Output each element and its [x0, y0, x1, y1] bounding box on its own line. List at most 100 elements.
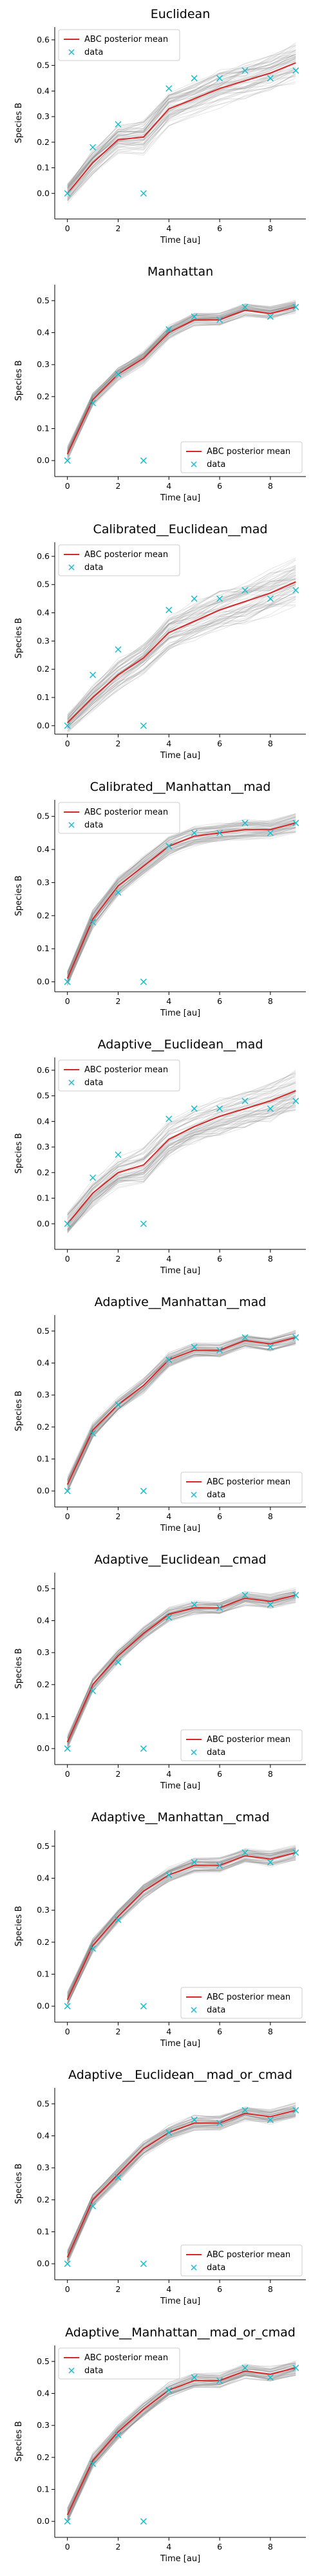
posterior-samples: [68, 558, 296, 734]
posterior-sample-line: [68, 1110, 296, 1232]
x-tick-label: 6: [217, 2284, 222, 2294]
data-point: [140, 1488, 146, 1494]
posterior-sample-line: [68, 1089, 296, 1223]
y-tick-label: 0.2: [37, 664, 50, 674]
y-axis-label: Species B: [14, 875, 24, 916]
x-axis-label: Time [au]: [160, 493, 200, 503]
chart-panel-6: Adaptive__Manhattan__mad0.00.10.20.30.40…: [14, 1295, 306, 1533]
x-tick-label: 0: [65, 2027, 70, 2036]
chart-title: Adaptive__Manhattan__cmad: [91, 1810, 269, 1824]
x-tick-label: 0: [65, 223, 70, 233]
x-axis-label: Time [au]: [160, 1781, 200, 1791]
data-point: [140, 191, 146, 196]
legend-data-label: data: [84, 48, 103, 57]
legend: ABC posterior mean data: [181, 442, 302, 473]
x-tick-label: 8: [268, 1254, 273, 1264]
y-axis-label: Species B: [14, 2421, 24, 2461]
y-tick-label: 0.0: [37, 1218, 50, 1228]
x-tick-label: 8: [268, 2027, 273, 2036]
x-axis-label: Time [au]: [160, 2297, 200, 2306]
x-tick-label: 0: [65, 739, 70, 748]
data-point: [140, 1221, 146, 1227]
posterior-sample-line: [68, 57, 296, 190]
y-tick-label: 0.2: [37, 1680, 50, 1689]
y-tick-label: 0.2: [37, 137, 50, 147]
x-tick-label: 0: [65, 1254, 70, 1264]
posterior-samples: [68, 1587, 296, 1749]
x-tick-label: 4: [166, 481, 171, 491]
x-tick-label: 4: [166, 739, 171, 748]
x-tick-label: 0: [65, 481, 70, 491]
posterior-sample-line: [68, 312, 296, 457]
posterior-sample-line: [68, 84, 296, 200]
data-point: [166, 86, 172, 91]
posterior-sample-line: [68, 817, 296, 974]
x-tick-label: 6: [217, 739, 222, 748]
posterior-sample-line: [68, 311, 296, 457]
posterior-sample-line: [68, 592, 296, 731]
y-tick-label: 0.0: [37, 2001, 50, 2011]
chart-title: Adaptive__Euclidean__mad_or_cmad: [68, 2068, 292, 2082]
data-point: [140, 2261, 146, 2267]
posterior-samples: [68, 300, 296, 461]
legend-data-label: data: [207, 460, 225, 469]
data-point: [191, 596, 197, 601]
posterior-samples: [68, 1070, 296, 1234]
posterior-sample-line: [68, 1087, 296, 1220]
x-tick-label: 4: [166, 223, 171, 233]
y-tick-label: 0.0: [37, 977, 50, 987]
x-tick-label: 6: [217, 1769, 222, 1779]
x-tick-label: 2: [116, 2542, 121, 2552]
y-tick-label: 0.1: [37, 1193, 50, 1203]
y-tick-label: 0.6: [37, 551, 50, 561]
posterior-sample-line: [68, 54, 296, 190]
y-tick-label: 0.3: [37, 2163, 50, 2172]
legend-mean-label: ABC posterior mean: [84, 1065, 168, 1075]
legend-data-label: data: [84, 820, 103, 830]
legend-data-label: data: [207, 1490, 225, 1500]
y-tick-label: 0.4: [37, 328, 50, 337]
x-axis-label: Time [au]: [160, 1524, 200, 1533]
y-tick-label: 0.5: [37, 61, 50, 70]
y-tick-label: 0.4: [37, 844, 50, 854]
x-axis-label: Time [au]: [160, 751, 200, 761]
legend-data-label: data: [84, 1078, 103, 1088]
x-tick-label: 6: [217, 223, 222, 233]
data-point: [166, 607, 172, 613]
posterior-samples: [68, 1845, 296, 2007]
chart-panel-3: Calibrated__Euclidean__mad0.00.10.20.30.…: [14, 522, 306, 761]
y-tick-label: 0.6: [37, 1065, 50, 1075]
y-tick-label: 0.1: [37, 943, 50, 953]
posterior-sample-line: [68, 57, 296, 187]
x-tick-label: 2: [116, 223, 121, 233]
x-tick-label: 0: [65, 996, 70, 1006]
x-tick-label: 2: [116, 481, 121, 491]
y-tick-label: 0.5: [37, 1326, 50, 1336]
y-tick-label: 0.1: [37, 2227, 50, 2237]
y-tick-label: 0.0: [37, 2259, 50, 2268]
x-tick-label: 8: [268, 223, 273, 233]
y-tick-label: 0.3: [37, 877, 50, 887]
posterior-sample-line: [68, 606, 296, 732]
posterior-sample-line: [68, 1106, 296, 1231]
x-tick-label: 6: [217, 481, 222, 491]
legend-mean-label: ABC posterior mean: [207, 1477, 290, 1487]
y-axis-label: Species B: [14, 1648, 24, 1689]
legend: ABC posterior mean data: [59, 545, 180, 576]
x-tick-label: 4: [166, 1511, 171, 1521]
y-axis-label: Species B: [14, 2163, 24, 2204]
y-tick-label: 0.0: [37, 721, 50, 730]
x-tick-label: 4: [166, 2284, 171, 2294]
chart-title: Adaptive__Manhattan__mad: [95, 1295, 267, 1309]
y-tick-label: 0.0: [37, 2516, 50, 2526]
posterior-samples: [68, 43, 296, 204]
legend-mean-label: ABC posterior mean: [207, 447, 290, 457]
x-tick-label: 4: [166, 2542, 171, 2552]
posterior-sample-line: [68, 1104, 296, 1227]
y-tick-label: 0.3: [37, 1390, 50, 1399]
chart-panel-1: Euclidean0.00.10.20.30.40.50.60 2 4 6 8Time …: [14, 7, 306, 245]
x-axis-label: Time [au]: [160, 1266, 200, 1276]
x-tick-label: 4: [166, 1769, 171, 1779]
y-tick-label: 0.4: [37, 2389, 50, 2398]
